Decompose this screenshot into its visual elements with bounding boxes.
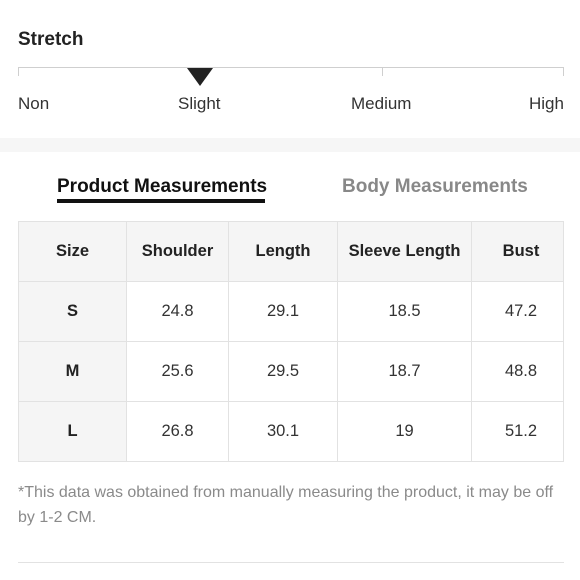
table-cell: 29.1 — [228, 281, 338, 342]
section-separator — [0, 138, 580, 152]
tab-body-measurements[interactable]: Body Measurements — [342, 176, 528, 197]
column-header-length: Length — [228, 221, 338, 282]
table-cell: 47.2 — [471, 281, 564, 342]
table-row: L 26.8 30.1 19 51.2 — [18, 401, 564, 462]
column-header-size: Size — [18, 221, 127, 282]
stretch-indicator-icon — [187, 68, 213, 86]
size-cell: S — [18, 281, 127, 342]
table-cell: 24.8 — [126, 281, 229, 342]
table-row: S 24.8 29.1 18.5 47.2 — [18, 281, 564, 342]
table-cell: 18.5 — [337, 281, 472, 342]
table-header-row: Size Shoulder Length Sleeve Length Bust — [18, 221, 564, 282]
stretch-tick-non — [18, 67, 19, 76]
bottom-divider — [18, 562, 564, 563]
size-cell: L — [18, 401, 127, 462]
stretch-label-slight: Slight — [178, 94, 221, 113]
table-cell: 51.2 — [471, 401, 564, 462]
table-cell: 26.8 — [126, 401, 229, 462]
measurements-grid: Size Shoulder Length Sleeve Length Bust … — [18, 221, 564, 462]
column-header-bust: Bust — [471, 221, 564, 282]
column-header-sleeve-length: Sleeve Length — [337, 221, 472, 282]
size-cell: M — [18, 341, 127, 402]
stretch-label-non: Non — [18, 94, 50, 113]
table-scroll-edge — [563, 221, 564, 462]
stretch-label-medium: Medium — [351, 94, 412, 113]
measurement-disclaimer: *This data was obtained from manually me… — [18, 484, 554, 526]
table-cell: 48.8 — [471, 341, 564, 402]
table-cell: 30.1 — [228, 401, 338, 462]
tab-product-measurements[interactable]: Product Measurements — [57, 176, 268, 197]
table-cell: 19 — [337, 401, 472, 462]
stretch-tick-high — [563, 67, 564, 76]
table-cell: 25.6 — [126, 341, 229, 402]
stretch-title: Stretch — [18, 29, 84, 50]
measurements-table: Size Shoulder Length Sleeve Length Bust … — [18, 221, 564, 462]
stretch-tick-medium — [382, 67, 383, 76]
table-cell: 18.7 — [337, 341, 472, 402]
active-tab-underline — [57, 199, 265, 203]
table-row: M 25.6 29.5 18.7 48.8 — [18, 341, 564, 402]
table-cell: 29.5 — [228, 341, 338, 402]
column-header-shoulder: Shoulder — [126, 221, 229, 282]
stretch-section: Stretch Non Slight Medium High — [0, 0, 580, 138]
stretch-scale-line — [18, 67, 564, 68]
stretch-label-high: High — [529, 94, 564, 113]
